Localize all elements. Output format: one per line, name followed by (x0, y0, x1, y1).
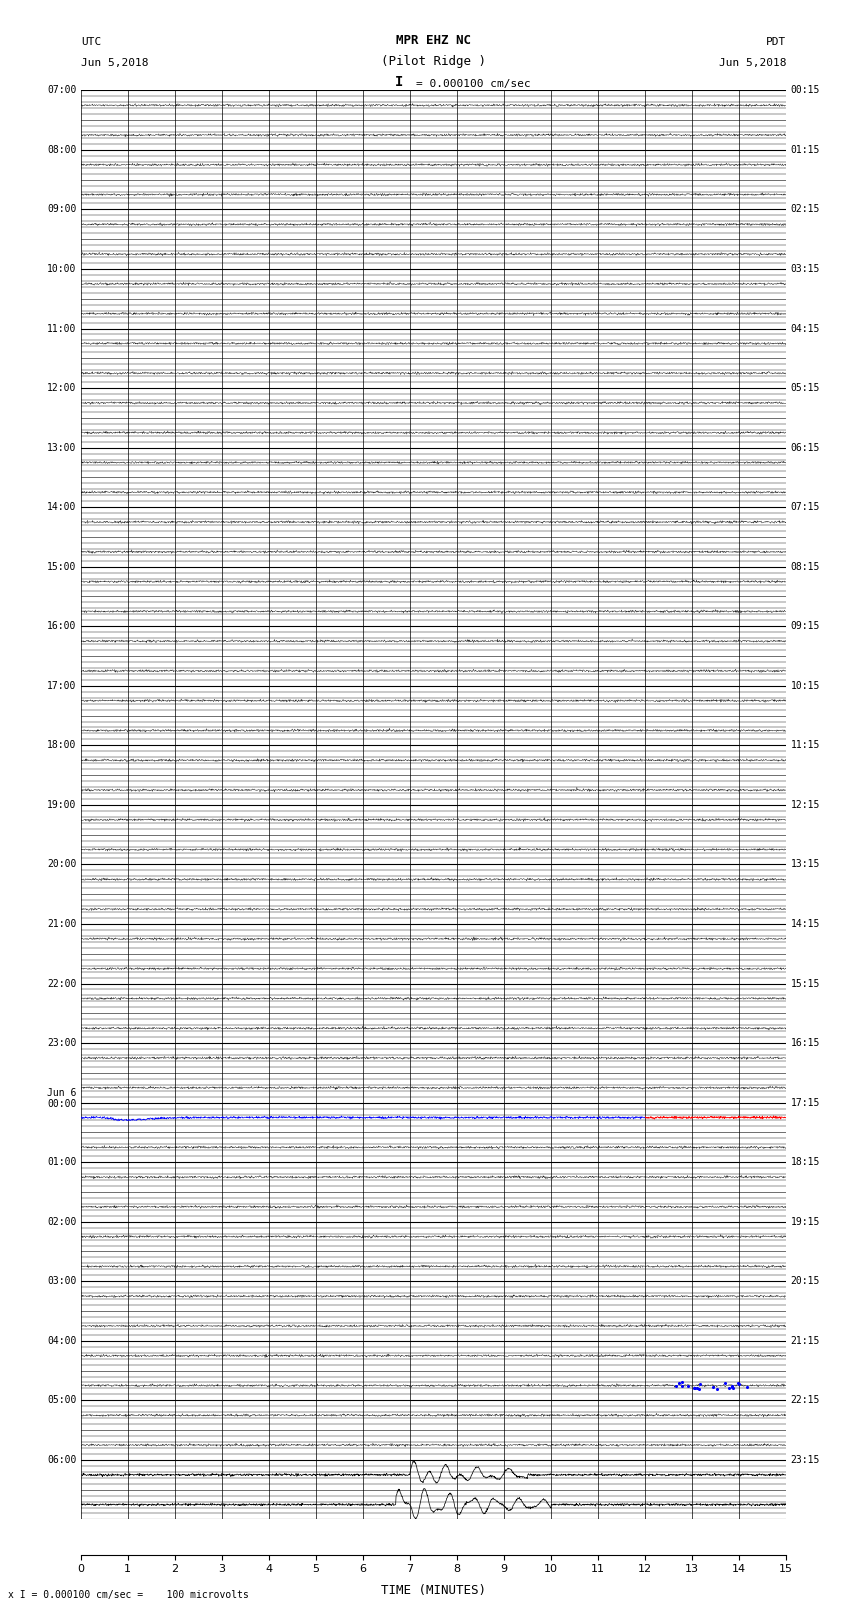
Text: 15:00: 15:00 (47, 561, 76, 571)
Point (691, 1374, 705, 1400)
Point (688, 1376, 702, 1402)
Text: 03:15: 03:15 (790, 265, 820, 274)
Text: 14:00: 14:00 (47, 502, 76, 513)
Text: 05:00: 05:00 (47, 1395, 76, 1405)
Text: 19:00: 19:00 (47, 800, 76, 810)
Text: 00:15: 00:15 (790, 85, 820, 95)
Text: 17:15: 17:15 (790, 1097, 820, 1108)
Text: 11:00: 11:00 (47, 324, 76, 334)
Text: (Pilot Ridge ): (Pilot Ridge ) (381, 55, 486, 68)
Point (725, 1373, 739, 1398)
Text: TIME (MINUTES): TIME (MINUTES) (381, 1584, 486, 1597)
Text: Jun 6: Jun 6 (47, 1087, 76, 1098)
Text: I: I (395, 74, 404, 89)
Text: x I = 0.000100 cm/sec =    100 microvolts: x I = 0.000100 cm/sec = 100 microvolts (8, 1590, 249, 1600)
Text: 20:15: 20:15 (790, 1276, 820, 1286)
Text: 10:15: 10:15 (790, 681, 820, 690)
Text: 14:15: 14:15 (790, 919, 820, 929)
Text: 03:00: 03:00 (47, 1276, 76, 1286)
Point (693, 1371, 706, 1397)
Text: 19:15: 19:15 (790, 1216, 820, 1227)
Text: 11:15: 11:15 (790, 740, 820, 750)
Text: 07:00: 07:00 (47, 85, 76, 95)
Text: 17:00: 17:00 (47, 681, 76, 690)
Point (706, 1374, 720, 1400)
Text: 12:15: 12:15 (790, 800, 820, 810)
Text: 20:00: 20:00 (47, 860, 76, 869)
Point (682, 1373, 695, 1398)
Text: 08:15: 08:15 (790, 561, 820, 571)
Text: 00:00: 00:00 (47, 1098, 76, 1110)
Text: 18:00: 18:00 (47, 740, 76, 750)
Text: 07:15: 07:15 (790, 502, 820, 513)
Text: 13:00: 13:00 (47, 442, 76, 453)
Text: UTC: UTC (81, 37, 101, 47)
Point (718, 1371, 732, 1397)
Text: 13:15: 13:15 (790, 860, 820, 869)
Text: MPR EHZ NC: MPR EHZ NC (396, 34, 471, 47)
Text: 12:00: 12:00 (47, 382, 76, 394)
Point (710, 1376, 723, 1402)
Point (688, 1374, 701, 1400)
Text: 16:00: 16:00 (47, 621, 76, 631)
Text: 09:00: 09:00 (47, 205, 76, 215)
Text: 18:15: 18:15 (790, 1157, 820, 1168)
Text: = 0.000100 cm/sec: = 0.000100 cm/sec (416, 79, 531, 89)
Text: 21:15: 21:15 (790, 1336, 820, 1345)
Point (732, 1371, 745, 1397)
Text: 23:00: 23:00 (47, 1039, 76, 1048)
Text: 06:00: 06:00 (47, 1455, 76, 1465)
Text: 08:00: 08:00 (47, 145, 76, 155)
Text: PDT: PDT (766, 37, 786, 47)
Text: Jun 5,2018: Jun 5,2018 (719, 58, 786, 68)
Text: 09:15: 09:15 (790, 621, 820, 631)
Text: Jun 5,2018: Jun 5,2018 (81, 58, 148, 68)
Text: 05:15: 05:15 (790, 382, 820, 394)
Point (692, 1376, 706, 1402)
Text: 01:00: 01:00 (47, 1157, 76, 1168)
Text: 04:00: 04:00 (47, 1336, 76, 1345)
Text: 16:15: 16:15 (790, 1039, 820, 1048)
Text: 02:15: 02:15 (790, 205, 820, 215)
Point (725, 1374, 739, 1400)
Point (722, 1376, 736, 1402)
Point (732, 1371, 745, 1397)
Text: 02:00: 02:00 (47, 1216, 76, 1227)
Text: 10:00: 10:00 (47, 265, 76, 274)
Text: 22:00: 22:00 (47, 979, 76, 989)
Text: 06:15: 06:15 (790, 442, 820, 453)
Point (672, 1371, 686, 1397)
Point (740, 1374, 754, 1400)
Text: 04:15: 04:15 (790, 324, 820, 334)
Point (669, 1373, 683, 1398)
Text: 15:15: 15:15 (790, 979, 820, 989)
Text: 22:15: 22:15 (790, 1395, 820, 1405)
Text: 21:00: 21:00 (47, 919, 76, 929)
Text: 01:15: 01:15 (790, 145, 820, 155)
Point (675, 1373, 688, 1398)
Text: 23:15: 23:15 (790, 1455, 820, 1465)
Point (675, 1369, 688, 1395)
Point (726, 1376, 740, 1402)
